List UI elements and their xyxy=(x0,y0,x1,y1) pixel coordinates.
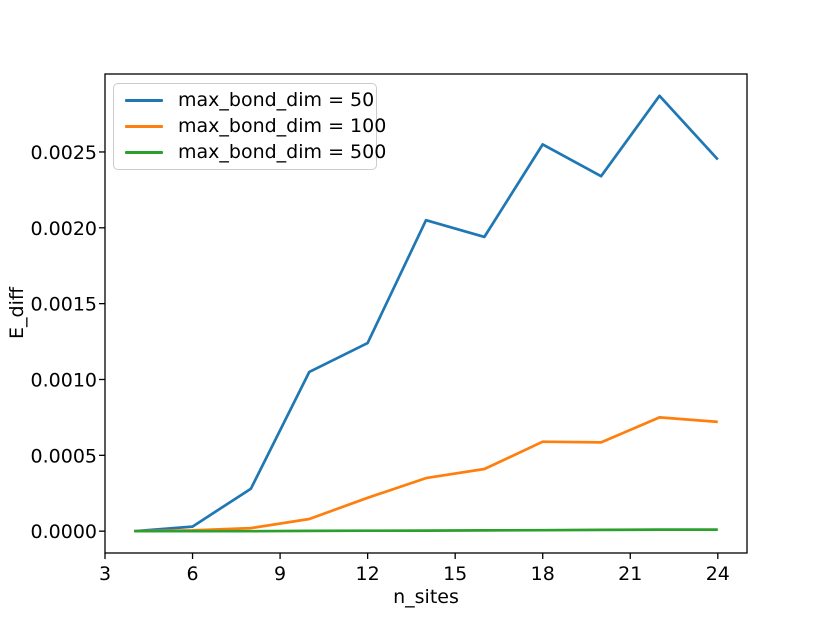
y-tick-label: 0.0000 xyxy=(31,521,97,543)
legend-label: max_bond_dim = 500 xyxy=(178,140,387,163)
x-axis-label: n_sites xyxy=(393,586,459,608)
y-tick-label: 0.0025 xyxy=(31,142,97,164)
y-tick-label: 0.0010 xyxy=(31,369,97,391)
x-tick-label: 24 xyxy=(706,563,730,585)
legend-line-sample xyxy=(125,125,163,128)
x-tick-label: 15 xyxy=(443,563,467,585)
legend-entry: max_bond_dim = 500 xyxy=(114,139,386,165)
x-tick-label: 9 xyxy=(274,563,286,585)
series-line-1 xyxy=(134,416,718,533)
x-tick-label: 6 xyxy=(186,563,198,585)
x-tick-label: 18 xyxy=(531,563,555,585)
y-tick-label: 0.0020 xyxy=(31,218,97,240)
axes-spines xyxy=(104,73,748,554)
legend-entry: max_bond_dim = 50 xyxy=(114,88,376,114)
legend: max_bond_dim = 50 max_bond_dim = 100 max… xyxy=(113,83,386,170)
y-tick-label: 0.0015 xyxy=(31,294,97,316)
legend-line-sample xyxy=(125,99,163,103)
legend-line-sample xyxy=(125,150,163,154)
legend-label: max_bond_dim = 100 xyxy=(178,115,387,137)
y-tick-label: 0.0005 xyxy=(31,445,97,467)
legend-label: max_bond_dim = 50 xyxy=(178,89,375,112)
x-tick-label: 21 xyxy=(618,563,642,585)
x-tick-label: 12 xyxy=(356,563,380,585)
series-line-0 xyxy=(134,94,719,533)
series-line-2 xyxy=(134,528,718,533)
y-axis-label: E_diff xyxy=(6,287,28,339)
x-tick-label: 3 xyxy=(99,563,111,585)
legend-entry: max_bond_dim = 100 xyxy=(114,114,386,140)
